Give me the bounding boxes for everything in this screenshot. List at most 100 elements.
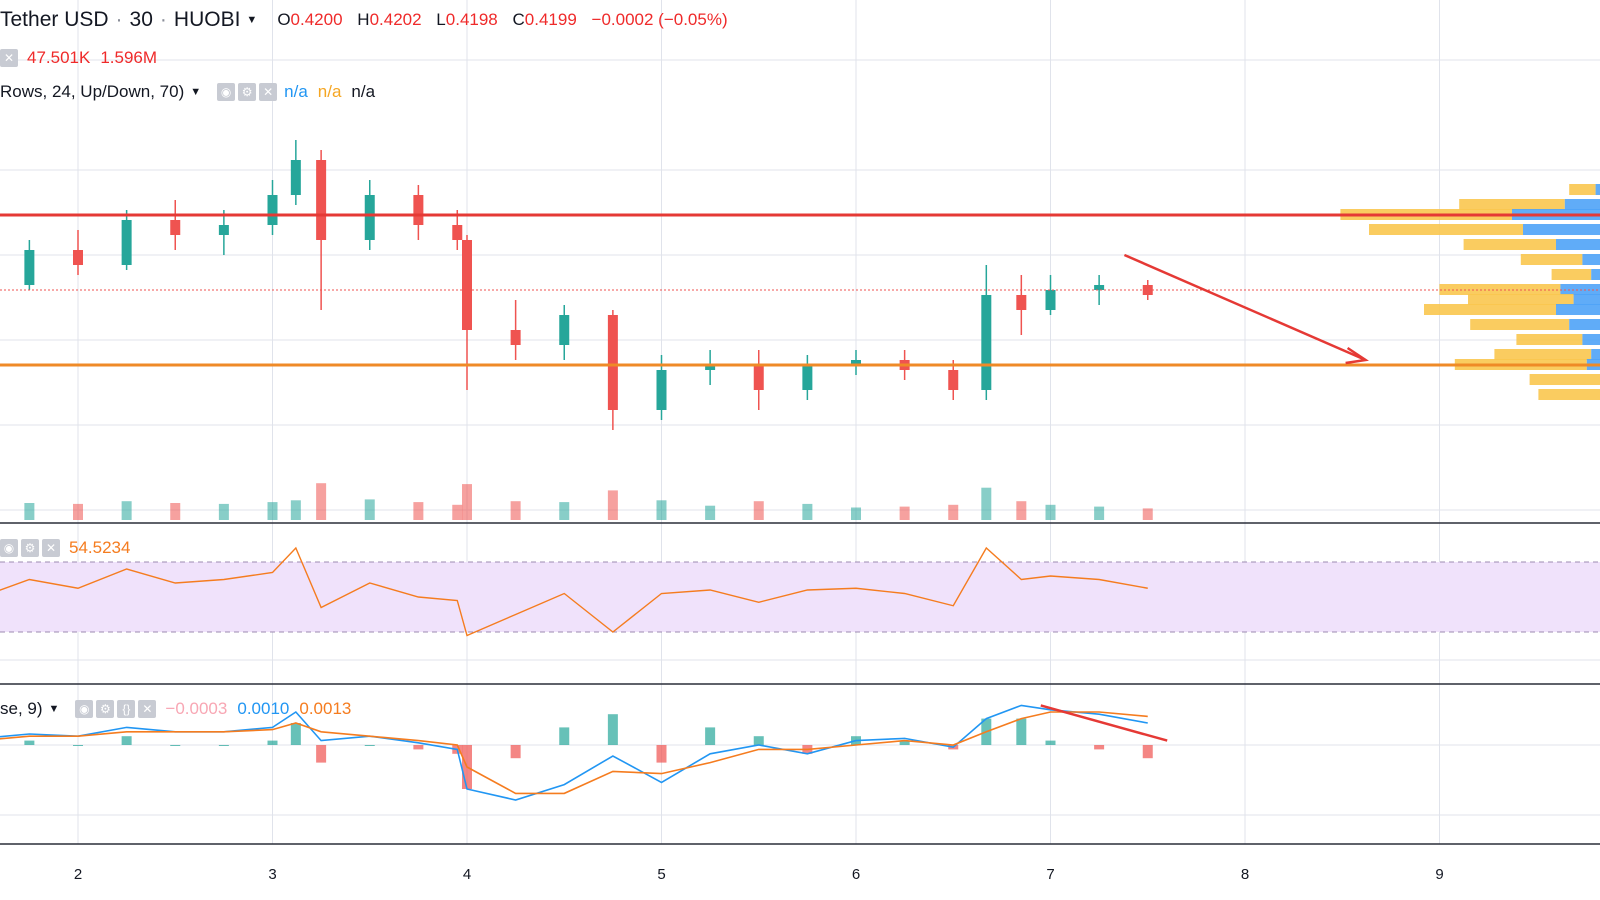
x-tick-label: 8: [1240, 866, 1250, 883]
macd-hist-bar: [1094, 745, 1105, 750]
candle-body: [510, 330, 521, 345]
vp-row-down: [1595, 184, 1600, 195]
vp-row-down: [1582, 334, 1600, 345]
candle-body: [656, 370, 667, 410]
vp-row-up: [1470, 319, 1570, 330]
macd-hist-bar: [170, 745, 181, 746]
close-icon[interactable]: ✕: [138, 700, 157, 718]
vp-row-up: [1529, 374, 1600, 385]
candle-body: [73, 250, 83, 265]
chart-grid: [0, 0, 1600, 844]
candle-body: [705, 365, 716, 370]
macd-hist-bar: [364, 745, 375, 746]
volume-bar: [462, 484, 472, 520]
volume-bar: [413, 502, 424, 520]
chevron-down-icon[interactable]: ▼: [246, 14, 258, 26]
vp-row-down: [1556, 304, 1600, 315]
close-icon[interactable]: ✕: [42, 539, 60, 557]
gear-icon[interactable]: ⚙: [96, 700, 115, 718]
macd-hist-bar: [290, 723, 301, 745]
vp-row-down: [1591, 349, 1600, 360]
x-tick-label: 2: [73, 866, 83, 883]
volume-bar: [948, 504, 959, 520]
macd-hist-bar: [24, 740, 35, 745]
chevron-down-icon[interactable]: ▼: [48, 703, 60, 715]
volume-bar: [267, 502, 278, 520]
volume-bar: [73, 503, 83, 520]
macd-hist-bar: [218, 745, 229, 746]
candle-body: [316, 160, 327, 240]
macd-divergence-line: [1040, 704, 1168, 742]
volume-bar: [452, 504, 463, 520]
rsi-line: [0, 546, 1148, 637]
vp-row-down: [1564, 199, 1600, 210]
volume-bar: [656, 500, 667, 520]
volume-bar: [218, 503, 229, 520]
candle-body: [851, 360, 861, 365]
symbol-name[interactable]: Tether USD: [0, 8, 109, 31]
close-icon[interactable]: ✕: [259, 83, 278, 101]
vp-row-down: [1523, 224, 1600, 235]
volume-bars: [24, 483, 1153, 520]
volume-profile-legend: Rows, 24, Up/Down, 70) ▼ ◉ ⚙ ✕ n/a n/a n…: [0, 82, 376, 101]
candle-body: [170, 220, 181, 235]
interval[interactable]: 30: [129, 8, 153, 31]
vp-row-up: [1494, 349, 1592, 360]
volume-bar: [1142, 508, 1153, 520]
candle-body: [559, 315, 570, 345]
volume-bar: [364, 499, 375, 520]
rsi-band: [0, 562, 1600, 632]
vp-row-up: [1520, 254, 1583, 265]
x-tick-label: 6: [851, 866, 861, 883]
vp-row-down: [1573, 294, 1600, 305]
source-code-icon[interactable]: {}: [117, 700, 136, 718]
vp-row-down: [1582, 254, 1600, 265]
macd-hist-bar: [1045, 740, 1056, 745]
macd-hist-bar: [607, 714, 618, 745]
visibility-icon[interactable]: ◉: [75, 700, 94, 718]
volume-bar: [559, 502, 570, 520]
visibility-icon[interactable]: ◉: [0, 539, 18, 557]
volume-bar: [802, 503, 813, 520]
gear-icon[interactable]: ⚙: [21, 539, 39, 557]
candle-body: [364, 195, 375, 240]
vp-row-up: [1516, 334, 1583, 345]
candle-body: [1094, 285, 1105, 290]
candle-body: [267, 195, 278, 225]
macd-hist-bar: [656, 745, 667, 763]
volume-bar: [1016, 501, 1027, 520]
arrow-shaft: [1123, 253, 1367, 362]
vp-row-up: [1439, 284, 1561, 295]
close-icon[interactable]: ✕: [0, 49, 18, 67]
candle-body: [413, 195, 424, 225]
vp-row-up: [1551, 269, 1592, 280]
candle-body: [753, 365, 764, 390]
volume-legend: ✕ 47.501K 1.596M: [0, 48, 157, 68]
volume-bar: [170, 503, 181, 520]
chevron-down-icon[interactable]: ▼: [190, 86, 202, 98]
x-tick-label: 7: [1046, 866, 1055, 883]
vp-row-up: [1463, 239, 1556, 250]
candle-body: [981, 295, 992, 390]
visibility-icon[interactable]: ◉: [217, 83, 236, 101]
vp-row-down: [1591, 269, 1600, 280]
candle-body: [452, 225, 463, 240]
volume-bar: [316, 483, 327, 520]
macd-legend: se, 9) ▼ ◉ ⚙ {} ✕ −0.0003 0.0010 0.0013: [0, 699, 352, 718]
x-tick-label: 3: [268, 866, 277, 883]
gear-icon[interactable]: ⚙: [238, 83, 257, 101]
exchange[interactable]: HUOBI: [173, 8, 241, 31]
macd-hist-bar: [73, 745, 83, 746]
ohlc-readout: O0.4200 H0.4202 L0.4198 C0.4199 −0.0002 …: [277, 10, 728, 29]
candle-body: [802, 365, 813, 390]
volume-bar: [1045, 504, 1056, 520]
vp-row-up: [1538, 389, 1600, 400]
volume-bar: [510, 501, 521, 520]
vp-row-up: [1459, 199, 1565, 210]
volume-bar: [24, 503, 35, 520]
volume-bar: [899, 506, 910, 520]
vp-row-up: [1424, 304, 1556, 315]
macd-hist-bar: [1016, 718, 1027, 745]
vp-row-down: [1569, 319, 1600, 330]
